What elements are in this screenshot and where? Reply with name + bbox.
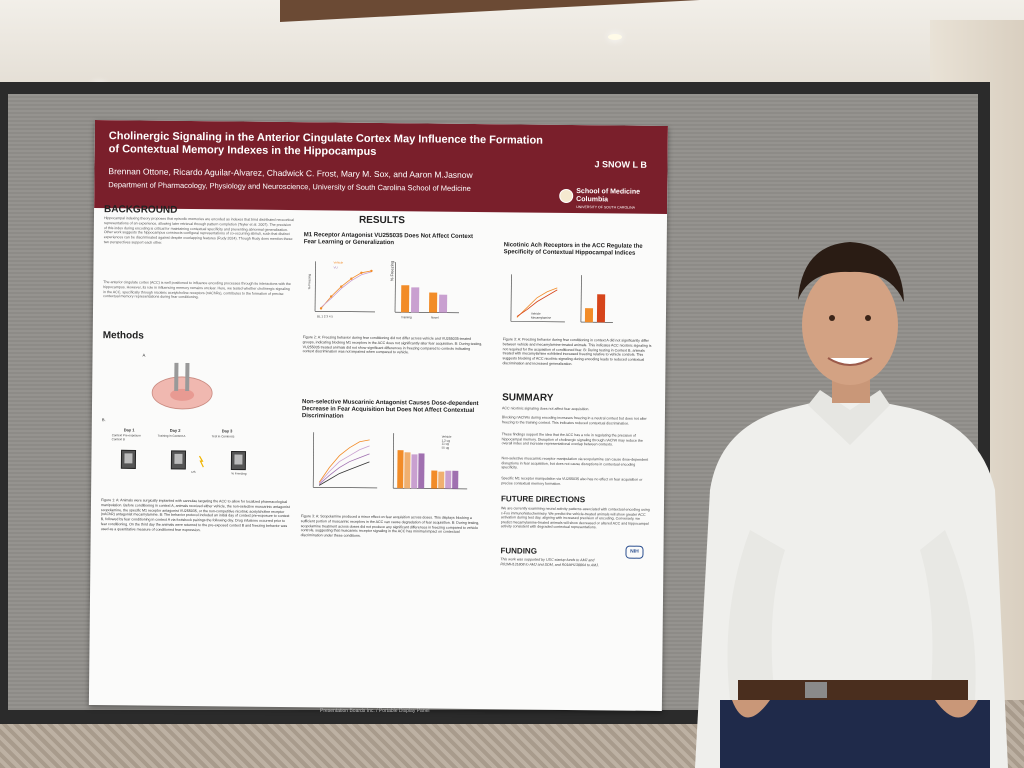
- future-directions-heading: FUTURE DIRECTIONS: [501, 494, 586, 505]
- ceiling: [0, 0, 1024, 95]
- summary-bullet-5: Specific M1 receptor manipulation via VU…: [501, 476, 643, 486]
- leather-belt: [738, 680, 968, 700]
- m1-section-title: M1 Receptor Antagonist VU255035 Does Not…: [303, 232, 474, 247]
- freezing-measure-label: % Freezing: [231, 471, 247, 476]
- us-label: US: [191, 470, 196, 475]
- figure-2-caption: Figure 2: A: Freezing behavior during fe…: [302, 335, 483, 355]
- school-name: School of Medicine Columbia: [576, 188, 641, 204]
- fig2-x-training: Training: [400, 315, 412, 320]
- poster-department: Department of Pharmacology, Physiology a…: [108, 180, 471, 193]
- summary-bullet-2: Blocking nAChRs during encoding increase…: [501, 415, 647, 426]
- white-dress-shirt: [695, 395, 1008, 768]
- vehicle-line: [320, 270, 372, 309]
- day3-description: Test in Context B: [211, 434, 235, 439]
- brain-diagram: [151, 362, 213, 410]
- figure-1-caption: Figure 1: A: Animals were surgically imp…: [100, 498, 290, 532]
- funding-heading: FUNDING: [500, 546, 538, 556]
- background-paragraph-2: The anterior cingulate cortex (ACC) is w…: [103, 280, 291, 300]
- fig2-x-novel: Novel: [430, 315, 439, 320]
- research-poster: Cholinergic Signaling in the Anterior Ci…: [88, 120, 668, 711]
- legend-dose3: 55 ug: [441, 445, 450, 450]
- fig2-legend-vu: VU: [333, 265, 338, 270]
- shock-icon: [198, 455, 204, 468]
- school-subtitle: UNIVERSITY OF SOUTH CAROLINA: [576, 205, 636, 210]
- legend-mecamylamine: Mecamylamine: [530, 315, 552, 320]
- funding-text: This work was supported by USC startup f…: [500, 557, 600, 567]
- conditioning-chambers: [120, 449, 247, 471]
- board-label: Presentation Boards Inc. / Portable Disp…: [320, 708, 430, 714]
- bar-training-vehicle: [401, 285, 410, 313]
- curly-hair: [798, 242, 904, 302]
- ceiling-light: [608, 34, 622, 40]
- figure-3-caption: Figure 3: A: Freezing behavior during fe…: [502, 337, 652, 366]
- eye-right: [865, 315, 871, 321]
- fig4-bar-chart: [392, 433, 468, 490]
- fig3-bar-chart: [580, 275, 613, 323]
- background-heading: BACKGROUND: [104, 204, 178, 216]
- fig4-line-chart: [312, 432, 378, 489]
- fig3-legend: Vehicle Mecamylamine: [530, 312, 552, 320]
- day1-label: Day 1: [123, 427, 135, 433]
- poster-banner: Cholinergic Signaling in the Anterior Ci…: [94, 120, 668, 214]
- nih-logo: NIH: [625, 545, 644, 559]
- cannula-left: [174, 362, 179, 391]
- lab-logo: J SNOW L B: [594, 159, 647, 170]
- summary-bullet-1: ACC nicotinic signaling does not affect …: [501, 406, 590, 412]
- fig2-line-chart: % Freezing BL 1 2 3 4 5: [307, 261, 376, 319]
- nicotinic-section-title: Nicotinic Ach Receptors in the ACC Regul…: [503, 242, 643, 257]
- panel-b-label: B.: [101, 417, 106, 423]
- hand-left: [732, 700, 770, 718]
- methods-heading: Methods: [102, 330, 144, 342]
- day2-label: Day 2: [169, 427, 181, 433]
- figure-4-caption: Figure 3: A: Scopolamine produced a mino…: [300, 514, 480, 538]
- face: [802, 265, 898, 385]
- day2-description: Training in Context A: [157, 433, 186, 438]
- fig4-legend: Vehicle 1.2 ug 11 ug 55 ug: [441, 435, 452, 450]
- belt-buckle: [805, 682, 827, 698]
- fig2-legend-vehicle: Vehicle: [333, 260, 344, 265]
- person-presenter: [695, 242, 1008, 768]
- shirt-sleeve-left: [727, 530, 785, 700]
- summary-bullet-3: These findings support the idea that the…: [501, 432, 643, 447]
- scopolamine-section-title: Non-selective Muscarinic Antagonist Caus…: [301, 399, 479, 420]
- university-seal-icon: [559, 188, 574, 204]
- summary-bullet-4: Non-selective muscarinic receptor manipu…: [501, 456, 649, 470]
- background-paragraph-1: Hippocampal indexing theory proposes tha…: [103, 216, 294, 245]
- shirt-collar: [808, 390, 890, 445]
- fig2-bar-chart: [394, 262, 460, 314]
- smile: [827, 357, 873, 366]
- cannula-right: [185, 362, 190, 392]
- day3-label: Day 3: [221, 428, 233, 434]
- bar-novel-vu: [439, 294, 448, 313]
- vu-line: [320, 271, 372, 308]
- fig3-line-chart: [510, 274, 565, 323]
- svg-text:BL 1 2 3 4 5: BL 1 2 3 4 5: [317, 314, 333, 318]
- bar-training-vu: [411, 287, 420, 313]
- poster-authors: Brennan Ottone, Ricardo Aguilar-Alvarez,…: [108, 166, 473, 180]
- summary-heading: SUMMARY: [502, 392, 554, 404]
- day1-description: Context Pre-exposure Context B: [111, 433, 141, 442]
- hand-right: [935, 700, 978, 718]
- fig2-y-label: % Freezing: [389, 260, 395, 282]
- results-heading: RESULTS: [358, 214, 405, 227]
- bar-novel-vehicle: [429, 292, 438, 313]
- eye-left: [829, 315, 835, 321]
- poster-title: Cholinergic Signaling in the Anterior Ci…: [108, 130, 544, 158]
- panel-a-label: A.: [142, 352, 147, 358]
- svg-text:% Freezing: % Freezing: [307, 274, 311, 290]
- shirt-sleeve-right: [920, 530, 976, 700]
- future-directions-text: We are currently examining neural activi…: [500, 506, 650, 530]
